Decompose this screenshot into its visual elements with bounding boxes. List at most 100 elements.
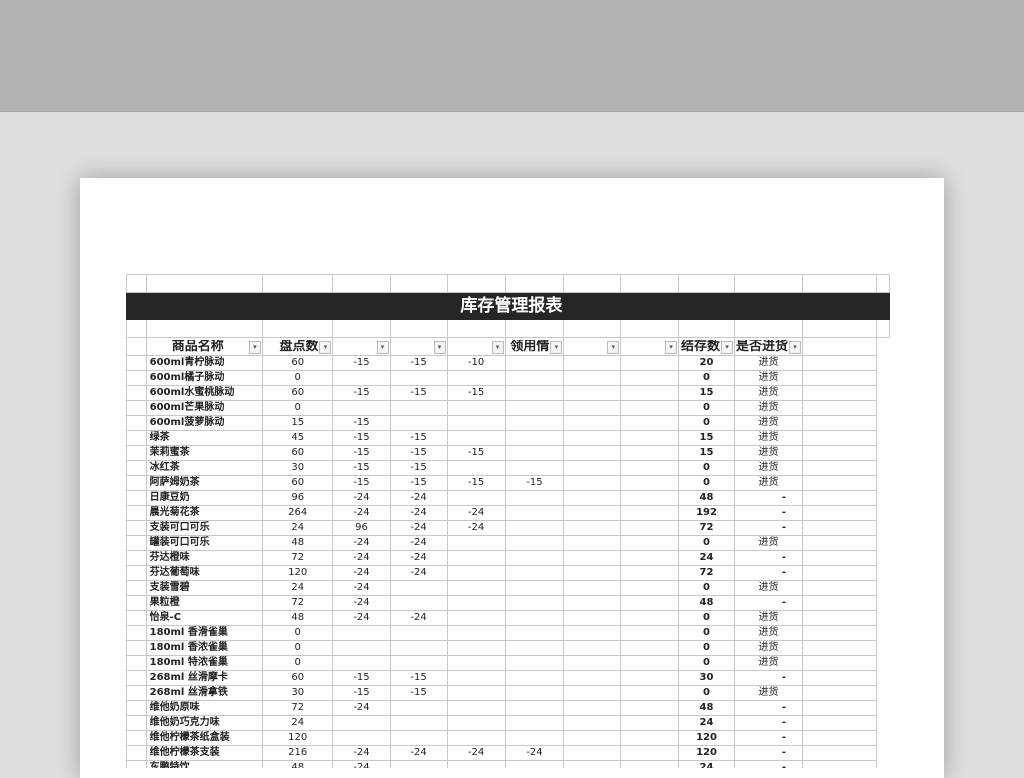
usage-cell[interactable] (504, 400, 565, 416)
usage-cell[interactable] (563, 430, 622, 446)
cell[interactable] (733, 319, 804, 338)
restock-flag-cell[interactable]: - (733, 490, 804, 506)
cell[interactable] (678, 274, 735, 293)
count-cell[interactable]: 72 (261, 700, 334, 716)
filter-dropdown-icon[interactable]: ▾ (248, 341, 261, 354)
usage-cell[interactable] (389, 730, 448, 746)
count-cell[interactable]: 48 (261, 760, 334, 768)
product-name-cell[interactable]: 600ml橘子脉动 (145, 370, 263, 386)
count-cell[interactable]: 0 (261, 625, 334, 641)
restock-flag-cell[interactable]: 进货 (733, 430, 804, 446)
product-name-cell[interactable]: 果粒橙 (145, 595, 263, 611)
count-cell[interactable]: 60 (261, 670, 334, 686)
usage-cell[interactable] (332, 400, 391, 416)
usage-cell[interactable]: -15 (389, 355, 448, 371)
usage-cell[interactable] (504, 715, 565, 731)
usage-cell[interactable]: -24 (332, 550, 391, 566)
usage-cell[interactable]: -24 (389, 610, 448, 626)
usage-cell[interactable] (446, 760, 506, 768)
balance-cell[interactable]: 72 (678, 565, 735, 581)
usage-cell[interactable]: -15 (446, 445, 506, 461)
cell[interactable] (620, 319, 680, 338)
usage-cell[interactable] (504, 565, 565, 581)
count-cell[interactable]: 60 (261, 355, 334, 371)
usage-cell[interactable]: -15 (446, 385, 506, 401)
product-name-cell[interactable]: 180ml 特浓雀巢 (145, 655, 263, 671)
product-name-cell[interactable]: 支装可口可乐 (145, 520, 263, 536)
usage-cell[interactable] (563, 415, 622, 431)
balance-cell[interactable]: 0 (678, 400, 735, 416)
count-cell[interactable]: 60 (261, 445, 334, 461)
usage-cell[interactable]: 96 (332, 520, 391, 536)
cell[interactable] (876, 319, 890, 338)
restock-flag-cell[interactable]: 进货 (733, 640, 804, 656)
usage-cell[interactable]: -24 (446, 745, 506, 761)
restock-flag-cell[interactable]: - (733, 715, 804, 731)
usage-cell[interactable] (620, 370, 680, 386)
balance-cell[interactable]: 24 (678, 760, 735, 768)
filter-dropdown-icon[interactable]: ▾ (550, 341, 563, 354)
usage-cell[interactable] (332, 730, 391, 746)
cell[interactable] (504, 274, 565, 293)
column-header[interactable]: 领用情 ▾ (504, 337, 565, 356)
usage-cell[interactable] (389, 595, 448, 611)
usage-cell[interactable] (389, 400, 448, 416)
filter-dropdown-icon[interactable]: ▾ (491, 341, 504, 354)
usage-cell[interactable]: -24 (389, 535, 448, 551)
balance-cell[interactable]: 0 (678, 625, 735, 641)
usage-cell[interactable]: -15 (332, 355, 391, 371)
usage-cell[interactable] (620, 640, 680, 656)
usage-cell[interactable]: -24 (332, 595, 391, 611)
product-name-cell[interactable]: 怡泉-C (145, 610, 263, 626)
restock-flag-cell[interactable]: 进货 (733, 610, 804, 626)
cell[interactable] (389, 274, 448, 293)
usage-cell[interactable] (563, 460, 622, 476)
usage-cell[interactable] (620, 745, 680, 761)
balance-cell[interactable]: 20 (678, 355, 735, 371)
usage-cell[interactable]: -15 (389, 475, 448, 491)
usage-cell[interactable] (563, 370, 622, 386)
usage-cell[interactable] (504, 760, 565, 768)
usage-cell[interactable] (446, 370, 506, 386)
usage-cell[interactable]: -24 (332, 580, 391, 596)
usage-cell[interactable] (446, 595, 506, 611)
restock-flag-cell[interactable]: 进货 (733, 685, 804, 701)
usage-cell[interactable] (446, 730, 506, 746)
restock-flag-cell[interactable]: - (733, 595, 804, 611)
restock-flag-cell[interactable]: 进货 (733, 355, 804, 371)
usage-cell[interactable] (620, 490, 680, 506)
usage-cell[interactable] (563, 730, 622, 746)
usage-cell[interactable] (563, 580, 622, 596)
balance-cell[interactable]: 0 (678, 415, 735, 431)
count-cell[interactable]: 0 (261, 400, 334, 416)
cell[interactable] (446, 319, 506, 338)
product-name-cell[interactable]: 180ml 香滑雀巢 (145, 625, 263, 641)
usage-cell[interactable] (563, 655, 622, 671)
usage-cell[interactable] (563, 355, 622, 371)
usage-cell[interactable] (563, 490, 622, 506)
usage-cell[interactable]: -15 (389, 685, 448, 701)
usage-cell[interactable] (332, 625, 391, 641)
usage-cell[interactable] (446, 490, 506, 506)
usage-cell[interactable] (446, 685, 506, 701)
count-cell[interactable]: 96 (261, 490, 334, 506)
balance-cell[interactable]: 48 (678, 700, 735, 716)
balance-cell[interactable]: 192 (678, 505, 735, 521)
usage-cell[interactable]: -24 (446, 520, 506, 536)
usage-cell[interactable] (504, 730, 565, 746)
product-name-cell[interactable]: 600ml芒果脉动 (145, 400, 263, 416)
count-cell[interactable]: 45 (261, 430, 334, 446)
usage-cell[interactable] (620, 520, 680, 536)
usage-cell[interactable] (504, 595, 565, 611)
balance-cell[interactable]: 15 (678, 430, 735, 446)
column-header[interactable]: ▾ (389, 337, 448, 356)
usage-cell[interactable] (446, 640, 506, 656)
usage-cell[interactable] (563, 670, 622, 686)
usage-cell[interactable] (446, 430, 506, 446)
usage-cell[interactable] (504, 670, 565, 686)
usage-cell[interactable] (504, 490, 565, 506)
balance-cell[interactable]: 0 (678, 370, 735, 386)
cell[interactable] (145, 274, 263, 293)
usage-cell[interactable] (446, 670, 506, 686)
usage-cell[interactable]: -24 (446, 505, 506, 521)
